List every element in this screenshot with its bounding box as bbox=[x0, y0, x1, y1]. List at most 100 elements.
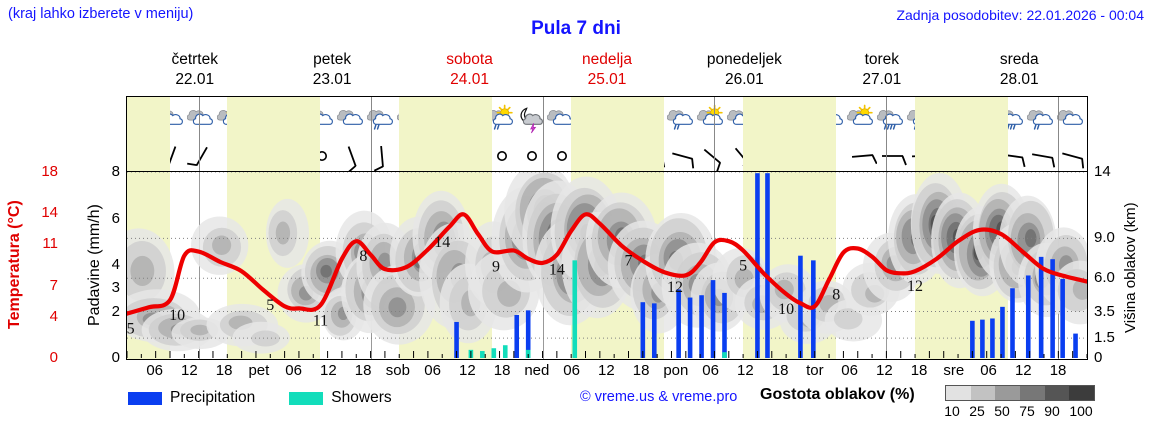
day-separator-2 bbox=[542, 97, 544, 171]
cloud-scale-step-10 bbox=[946, 386, 971, 400]
temp-tick-18: 18 bbox=[41, 163, 58, 180]
precip-bar-showers bbox=[502, 345, 508, 358]
temp-tick-11: 11 bbox=[42, 235, 58, 253]
time-label-06-24: 06 bbox=[980, 362, 997, 379]
cloud-density-field bbox=[127, 172, 1087, 354]
lightning-bolt bbox=[530, 123, 537, 134]
time-label-06-12: 06 bbox=[563, 362, 580, 379]
time-label-pon-15: pon bbox=[663, 362, 689, 379]
daylight-band-3 bbox=[571, 97, 665, 171]
precip-bar-precipitation bbox=[1000, 306, 1005, 358]
day-header-2: petek 23.01 bbox=[263, 50, 400, 94]
cloud-scale-step-75 bbox=[1020, 386, 1045, 400]
cloud-scale-label-25: 25 bbox=[969, 403, 985, 419]
precip-tick-6: 6 bbox=[111, 209, 120, 227]
time-axis-labels: 06 12 18 pet 06 12 18 sob 06 12 18 ned 06 12 18 pon 06 12… bbox=[126, 362, 1088, 382]
day-separator-5 bbox=[1058, 97, 1060, 171]
weather-icon-cloudy-drizzle bbox=[667, 97, 697, 139]
precipitation-swatch bbox=[128, 391, 162, 405]
wind-barb-20 bbox=[697, 139, 727, 171]
temperature-label: 10 bbox=[778, 301, 794, 318]
location-menu-hint[interactable]: (kraj lahko izberete v meniju) bbox=[8, 6, 194, 22]
forecast-plot: 5 10 5 11 8 14 9 14 7 12 5 10 8 12 bbox=[126, 172, 1088, 360]
cloud-front bbox=[372, 113, 393, 125]
time-label-06-20: 06 bbox=[841, 362, 858, 379]
precip-tick-3: 3 bbox=[111, 279, 120, 297]
day-date: 23.01 bbox=[312, 71, 352, 88]
precip-bar-precipitation bbox=[525, 310, 531, 358]
time-label-12-9: 12 bbox=[459, 362, 476, 379]
weather-icon-partly-sunny bbox=[847, 97, 877, 139]
temp-tick-14: 14 bbox=[41, 204, 58, 222]
temp-tick-4: 4 bbox=[49, 307, 58, 325]
wind-barb-15 bbox=[547, 139, 577, 171]
precip-bar-showers bbox=[480, 351, 485, 358]
day-name: petek bbox=[313, 51, 352, 68]
cloud-tick-1.5: 1.5 bbox=[1094, 329, 1115, 347]
precip-bar-precipitation bbox=[687, 297, 693, 358]
temperature-label: 8 bbox=[832, 286, 840, 303]
weather-icon-partly-sunny bbox=[697, 97, 727, 139]
time-label-06-8: 06 bbox=[424, 362, 441, 379]
cloud-scale-label-50: 50 bbox=[994, 403, 1010, 419]
temperature-label: 14 bbox=[434, 234, 450, 251]
precip-bar-precipitation bbox=[651, 303, 657, 358]
cloud-front bbox=[672, 113, 693, 125]
cloud-front bbox=[1032, 113, 1053, 125]
day-date: 28.01 bbox=[999, 71, 1039, 88]
time-label-sob-7: sob bbox=[385, 362, 410, 379]
cloud-tick-9.0: 9.0 bbox=[1094, 229, 1115, 247]
time-label-18-26: 18 bbox=[1049, 362, 1067, 379]
weather-icon-cloudy-drizzle bbox=[367, 97, 397, 139]
day-date: 25.01 bbox=[587, 71, 627, 88]
time-label-18-18: 18 bbox=[771, 362, 789, 379]
day-header-6: torek 27.01 bbox=[813, 50, 950, 94]
precip-bar-precipitation bbox=[1050, 259, 1055, 358]
cloud-scale-label-100: 100 bbox=[1069, 403, 1093, 419]
weather-icon-cloudy-drizzle bbox=[1027, 97, 1057, 139]
time-label-12-17: 12 bbox=[736, 362, 754, 379]
cloud-tick-14: 14 bbox=[1094, 163, 1111, 180]
time-label-ned-11: ned bbox=[524, 362, 550, 379]
precip-bar-precipitation bbox=[1010, 288, 1015, 358]
cloud-density-legend-title: Gostota oblakov (%) bbox=[760, 386, 915, 403]
cloud-front bbox=[522, 113, 543, 125]
cloud-front bbox=[552, 113, 573, 125]
day-date: 27.01 bbox=[862, 71, 902, 88]
day-header-3: sobota 24.01 bbox=[401, 50, 538, 94]
temperature-label: 7 bbox=[624, 252, 632, 269]
precip-tick-4: 4 bbox=[111, 256, 120, 273]
precip-bar-precipitation bbox=[1038, 256, 1044, 358]
time-label-12-21: 12 bbox=[875, 362, 893, 379]
temperature-label: 9 bbox=[492, 259, 500, 276]
daylight-band-4 bbox=[743, 97, 837, 171]
calm-circle bbox=[497, 151, 507, 161]
precip-bar-showers bbox=[491, 348, 497, 358]
precip-bar-precipitation bbox=[980, 319, 985, 358]
daylight-band-1 bbox=[227, 97, 321, 171]
precip-tick-2: 2 bbox=[111, 302, 120, 320]
last-update-text: Zadnja posodobitev: 22.01.2026 - 00:04 bbox=[896, 7, 1144, 23]
plot-canvas: 5 10 5 11 8 14 9 14 7 12 5 10 8 12 bbox=[127, 172, 1087, 358]
copyright-link[interactable]: © vreme.us & vreme.pro bbox=[580, 389, 738, 405]
wind-barb-3 bbox=[187, 139, 217, 171]
cloud-tick-3.5: 3.5 bbox=[1094, 302, 1115, 320]
time-label-12-1: 12 bbox=[181, 362, 198, 379]
calm-circle bbox=[527, 151, 537, 161]
temperature-label: 12 bbox=[907, 278, 923, 295]
precip-bar-precipitation bbox=[676, 289, 681, 358]
time-label-18-6: 18 bbox=[354, 362, 372, 379]
day-name: nedelja bbox=[581, 51, 632, 68]
temperature-curve bbox=[127, 212, 1087, 316]
time-label-06-4: 06 bbox=[285, 362, 302, 379]
precip-bar-precipitation bbox=[798, 255, 803, 358]
day-name: sreda bbox=[999, 51, 1039, 68]
time-label-18-2: 18 bbox=[215, 362, 233, 379]
time-label-sre-23: sre bbox=[943, 362, 965, 379]
temperature-label: 12 bbox=[667, 279, 683, 296]
wind-barb-31 bbox=[1027, 139, 1057, 171]
precip-bar-precipitation bbox=[722, 292, 727, 358]
precip-bar-showers bbox=[722, 352, 727, 358]
cloud-front bbox=[882, 113, 903, 125]
precip-bar-precipitation bbox=[514, 314, 520, 358]
